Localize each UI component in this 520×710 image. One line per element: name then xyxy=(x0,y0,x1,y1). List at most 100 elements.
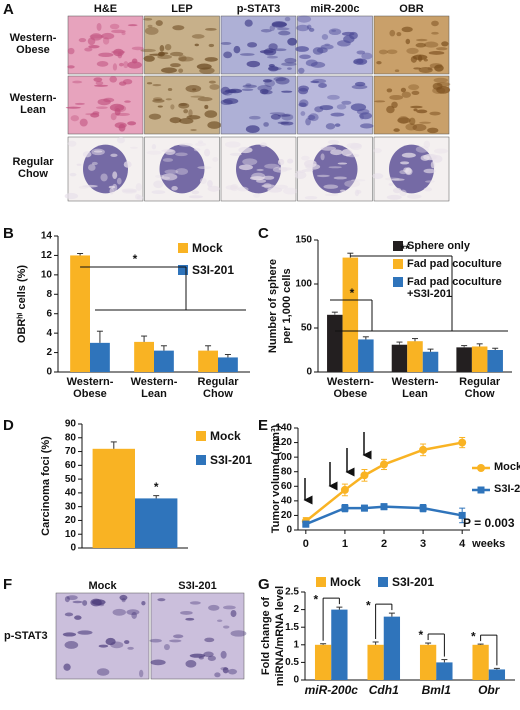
tissue-blob xyxy=(159,144,205,194)
tissue-texture xyxy=(330,112,345,117)
tissue-texture xyxy=(277,114,291,117)
tissue-texture xyxy=(152,97,163,101)
y-tick-label: 60 xyxy=(281,481,293,492)
series-line xyxy=(305,505,463,526)
tissue-texture xyxy=(247,42,258,48)
x-tick-label: 3 xyxy=(420,538,426,550)
legend-label: S3I-201 xyxy=(392,575,435,589)
y-tick-label: 100 xyxy=(295,279,312,290)
tissue-texture xyxy=(115,112,130,116)
tissue-texture xyxy=(427,67,433,71)
tissue-texture xyxy=(67,140,77,147)
tissue-texture xyxy=(305,163,321,170)
tissue-texture xyxy=(190,128,197,132)
tissue-texture xyxy=(220,667,228,671)
tissue-texture xyxy=(316,47,328,54)
tissue-texture xyxy=(262,79,272,83)
tissue-texture xyxy=(191,34,205,39)
tissue-texture xyxy=(245,125,260,133)
legend-label: Mock xyxy=(192,241,223,255)
panel-label: B xyxy=(3,225,14,242)
tissue-texture xyxy=(413,67,421,70)
tissue-texture xyxy=(119,594,128,601)
x-axis-label: weeks xyxy=(471,538,505,550)
tissue-texture xyxy=(324,193,339,197)
tissue-texture xyxy=(406,47,419,54)
bar xyxy=(407,341,423,372)
tissue-texture xyxy=(301,155,310,161)
tissue-texture xyxy=(241,88,254,92)
column-header: Mock xyxy=(88,580,117,592)
tissue-texture xyxy=(72,80,83,84)
row-label: p-STAT3 xyxy=(4,630,48,642)
y-tick-label: 40 xyxy=(281,495,293,506)
tissue-texture xyxy=(298,67,305,74)
tissue-texture xyxy=(72,600,83,604)
tissue-texture xyxy=(130,146,138,149)
tissue-texture xyxy=(204,148,211,157)
bar xyxy=(456,347,472,372)
tissue-texture xyxy=(170,63,181,68)
y-axis-label: per 1,000 cells xyxy=(281,268,293,343)
legend-label: Mock xyxy=(494,461,520,473)
bar xyxy=(488,669,506,680)
tissue-texture xyxy=(378,49,388,55)
tissue-texture xyxy=(431,31,439,35)
tissue-texture xyxy=(151,190,166,194)
tissue-texture xyxy=(360,123,374,129)
bar xyxy=(342,257,359,372)
tissue-texture xyxy=(386,88,393,93)
tissue-texture xyxy=(412,123,427,132)
column-header: OBR xyxy=(399,3,424,15)
tissue-texture xyxy=(198,656,204,660)
tissue-texture xyxy=(277,159,285,166)
tissue-texture xyxy=(394,69,400,73)
bar xyxy=(471,346,488,372)
tissue-texture xyxy=(345,153,360,158)
tissue-texture xyxy=(304,195,318,200)
point xyxy=(360,504,368,512)
tissue-texture xyxy=(102,37,110,45)
tissue-texture xyxy=(361,52,373,60)
tissue-image xyxy=(150,592,245,680)
bar xyxy=(419,644,437,680)
legend-label: S3I-201 xyxy=(192,263,235,277)
tissue-texture xyxy=(147,24,153,28)
tissue-texture xyxy=(62,632,77,637)
tissue-texture xyxy=(330,149,343,156)
legend-swatch xyxy=(393,259,403,269)
tissue-texture xyxy=(436,47,448,51)
tissue-texture xyxy=(196,63,212,70)
tissue-texture xyxy=(409,117,416,126)
tissue-texture xyxy=(223,625,230,629)
tissue-texture xyxy=(244,19,253,27)
tissue-texture xyxy=(273,48,287,52)
tissue-texture xyxy=(223,51,233,59)
bar xyxy=(358,339,374,372)
tissue-texture xyxy=(325,123,336,130)
point xyxy=(380,503,388,511)
tissue-texture xyxy=(118,62,124,67)
tissue-texture xyxy=(284,16,291,22)
tissue-texture xyxy=(116,136,126,144)
tissue-texture xyxy=(305,59,318,67)
tissue-texture xyxy=(167,88,173,91)
tissue-texture xyxy=(341,31,355,36)
tissue-texture xyxy=(88,44,100,49)
tissue-texture xyxy=(316,174,330,178)
tissue-texture xyxy=(64,596,70,603)
tissue-texture xyxy=(233,45,241,54)
panel-label: E xyxy=(258,417,269,434)
bar xyxy=(90,342,110,372)
tissue-texture xyxy=(96,60,109,67)
tissue-texture xyxy=(257,85,273,92)
tissue-texture xyxy=(67,47,75,55)
tissue-texture xyxy=(76,163,82,166)
y-tick-label: 40 xyxy=(65,488,77,499)
bar xyxy=(367,644,384,680)
x-tick-label: miR-200c xyxy=(304,683,358,697)
tissue-texture xyxy=(85,113,95,116)
tissue-texture xyxy=(287,67,292,70)
y-tick-label: 20 xyxy=(281,510,293,521)
